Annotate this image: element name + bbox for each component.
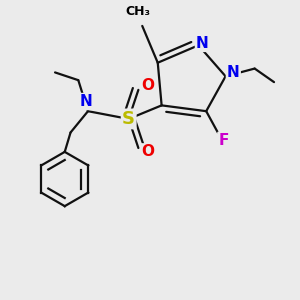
Text: CH₃: CH₃ bbox=[126, 5, 151, 18]
Text: O: O bbox=[142, 79, 154, 94]
Text: F: F bbox=[218, 133, 229, 148]
Text: N: N bbox=[227, 65, 240, 80]
Text: S: S bbox=[122, 110, 135, 128]
Text: O: O bbox=[142, 144, 154, 159]
Text: N: N bbox=[80, 94, 92, 109]
Text: N: N bbox=[196, 36, 209, 51]
